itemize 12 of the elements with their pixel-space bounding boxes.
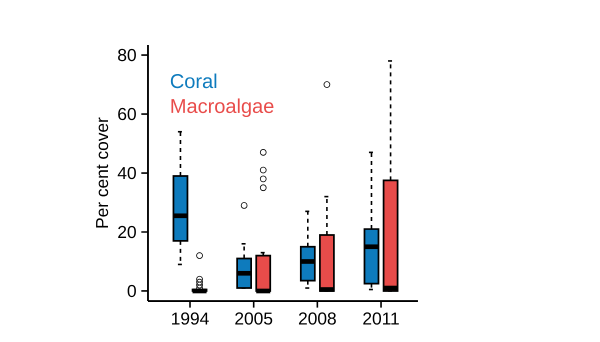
- y-axis-title: Per cent cover: [96, 117, 108, 228]
- x-tick-label: 1994: [172, 312, 209, 325]
- text: Coral: [170, 74, 216, 88]
- y-tick-label: 80: [118, 48, 136, 62]
- y-tick-label: 40: [118, 166, 136, 180]
- x-tick-label: 2011: [363, 312, 399, 325]
- x-tick-label: 2005: [235, 312, 272, 325]
- y-tick-label: 60: [118, 108, 136, 120]
- x-tick-label: 2008: [298, 312, 336, 325]
- y-tick-label: 0: [128, 284, 136, 298]
- text: Macroalgae: [171, 98, 274, 118]
- y-tick-label: 20: [118, 226, 136, 238]
